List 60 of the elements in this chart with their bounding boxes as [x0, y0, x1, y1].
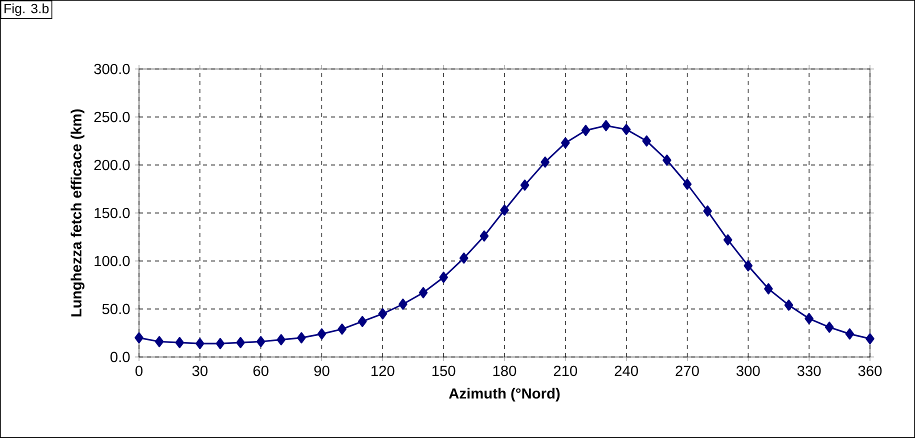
point [703, 205, 712, 217]
point [459, 252, 468, 264]
point [804, 312, 814, 324]
x-tick-label: 240 [614, 366, 638, 376]
point [500, 204, 509, 216]
x-tick-label: 0 [135, 366, 142, 376]
point [682, 178, 692, 190]
point [662, 154, 672, 166]
x-tick-label: 300 [736, 366, 760, 376]
point [581, 124, 590, 136]
x-axis-title: Azimuth (°Nord) [448, 388, 560, 402]
point [236, 336, 245, 348]
point [824, 322, 834, 333]
point [297, 332, 306, 344]
x-tick-label: 180 [493, 366, 516, 376]
point [744, 260, 753, 272]
x-tick-label: 30 [192, 366, 208, 376]
point [764, 283, 773, 294]
point [134, 332, 144, 344]
x-tick-label: 150 [432, 366, 456, 376]
point [358, 316, 367, 328]
y-tick-label: 0.0 [110, 352, 130, 362]
point [520, 180, 530, 191]
point [439, 272, 448, 283]
point [784, 300, 794, 311]
point [622, 124, 631, 136]
point [398, 298, 408, 310]
y-tick-label: 50.0 [102, 304, 130, 314]
y-tick-label: 100.0 [94, 256, 130, 266]
point [256, 336, 266, 348]
point [378, 308, 388, 320]
text: Fig. 3.b [4, 3, 49, 16]
y-tick-label: 150.0 [94, 208, 130, 218]
point [561, 137, 570, 149]
point [480, 230, 489, 242]
x-tick-label: 330 [797, 366, 821, 376]
point [276, 334, 286, 346]
y-axis-title: Lunghezza fetch efficace (km) [70, 109, 84, 316]
y-tick-label: 300.0 [94, 64, 130, 74]
point [866, 333, 874, 344]
point [642, 135, 652, 147]
y-tick-label: 250.0 [94, 112, 130, 122]
y-tick-label: 200.0 [94, 160, 130, 170]
point [418, 287, 428, 298]
point [540, 156, 550, 168]
x-tick-label: 210 [554, 366, 578, 376]
point [216, 338, 225, 350]
x-tick-label: 90 [314, 366, 330, 376]
x-tick-label: 360 [858, 366, 882, 376]
point [196, 338, 204, 350]
x-tick-label: 120 [372, 366, 394, 376]
point [845, 328, 854, 340]
point [338, 324, 346, 335]
x-tick-label: 60 [253, 366, 268, 376]
point [723, 234, 732, 246]
point [154, 336, 164, 348]
x-tick-label: 270 [676, 366, 699, 376]
point [317, 328, 326, 340]
point [602, 120, 610, 132]
point [175, 336, 184, 348]
